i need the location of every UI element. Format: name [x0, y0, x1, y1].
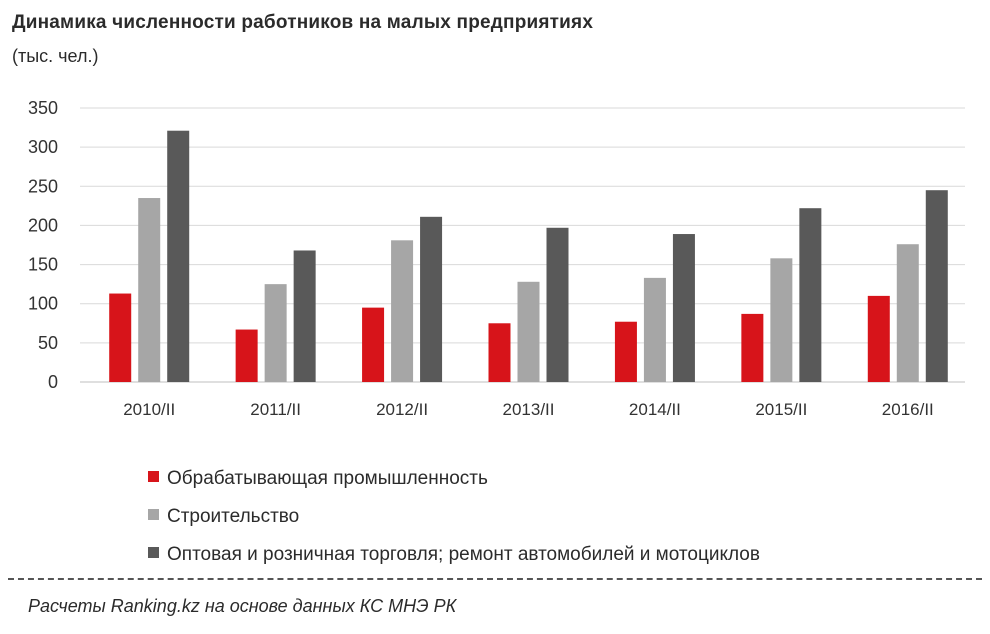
x-tick-label: 2013/II — [503, 400, 555, 419]
bar — [770, 258, 793, 382]
x-tick-label: 2010/II — [123, 400, 175, 419]
bar — [643, 277, 666, 382]
x-tick-label: 2012/II — [376, 400, 428, 419]
bar — [896, 244, 919, 382]
bar — [614, 321, 637, 382]
source-note: Расчеты Ranking.kz на основе данных КС М… — [28, 596, 457, 616]
legend-swatch-trade — [148, 547, 159, 559]
bar — [293, 250, 316, 382]
bar — [420, 216, 443, 382]
y-tick-label: 50 — [38, 333, 58, 353]
x-tick-label: 2016/II — [882, 400, 934, 419]
bar — [672, 234, 695, 382]
bar — [362, 307, 385, 382]
y-tick-label: 200 — [28, 215, 58, 235]
y-tick-label: 300 — [28, 137, 58, 157]
legend-item-construction: Строительство — [148, 500, 760, 538]
bar — [391, 240, 414, 382]
legend: Обрабатывающая промышленность Строительс… — [148, 462, 760, 576]
x-tick-label: 2015/II — [755, 400, 807, 419]
x-tick-label: 2011/II — [250, 400, 301, 419]
legend-label: Строительство — [167, 506, 300, 527]
bar-chart: 0 50 100 150 200 250 300 350 2010/II 2011/II 2012/… — [28, 98, 965, 419]
bar — [925, 190, 948, 382]
bar — [741, 313, 764, 382]
bar — [488, 323, 511, 382]
y-tick-label: 350 — [28, 98, 58, 118]
bar — [138, 198, 161, 382]
legend-swatch-manufacturing — [148, 471, 159, 483]
legend-item-manufacturing: Обрабатывающая промышленность — [148, 462, 760, 500]
x-tick-label: 2014/II — [629, 400, 681, 419]
legend-swatch-construction — [148, 509, 159, 521]
bar — [867, 295, 890, 382]
dashed-separator — [8, 578, 982, 580]
bar — [517, 281, 540, 382]
y-tick-label: 250 — [28, 176, 58, 196]
bar — [235, 329, 258, 382]
y-tick-label: 100 — [28, 294, 58, 314]
bar — [264, 284, 287, 382]
bar — [109, 293, 132, 382]
bar — [799, 208, 822, 382]
legend-item-trade: Оптовая и розничная торговля; ремонт авт… — [148, 538, 760, 576]
y-tick-label: 150 — [28, 255, 58, 275]
legend-label: Обрабатывающая промышленность — [167, 468, 488, 489]
bar — [546, 227, 569, 382]
chart-subtitle: (тыс. чел.) — [12, 46, 99, 66]
legend-label: Оптовая и розничная торговля; ремонт авт… — [167, 544, 760, 565]
chart-title: Динамика численности работников на малых… — [12, 12, 594, 33]
bar — [167, 130, 190, 382]
y-tick-label: 0 — [48, 372, 58, 392]
